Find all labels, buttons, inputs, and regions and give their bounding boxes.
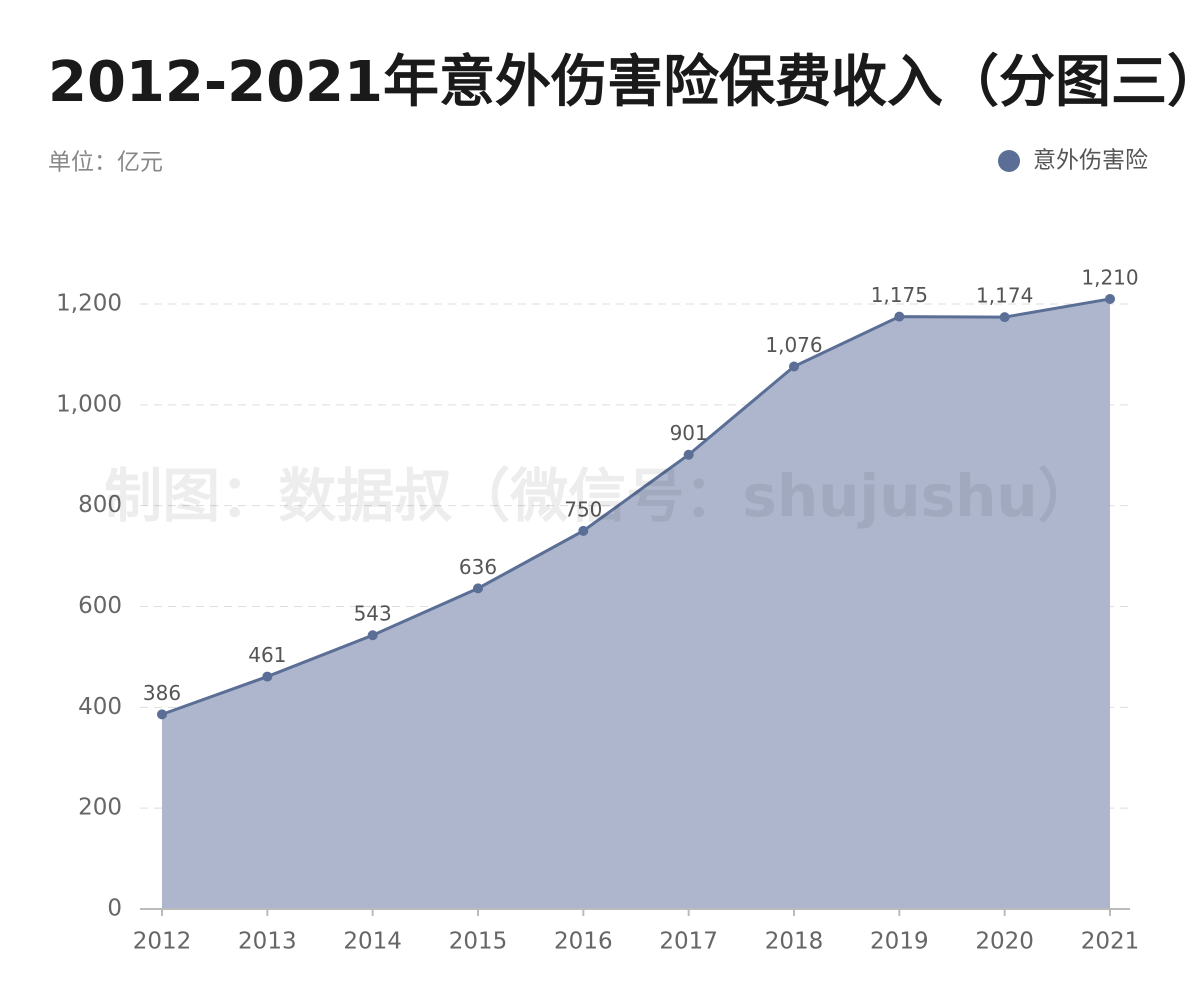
data-label: 1,076 bbox=[765, 333, 822, 357]
y-tick-label: 200 bbox=[78, 795, 122, 821]
chart-title: 2012-2021年意外伤害险保费收入（分图三） bbox=[48, 50, 1200, 115]
line bbox=[161, 297, 1111, 716]
y-tick-label: 400 bbox=[78, 694, 122, 720]
data-label: 901 bbox=[670, 421, 708, 445]
data-label: 1,174 bbox=[976, 284, 1033, 308]
data-point bbox=[473, 583, 483, 594]
data-point bbox=[578, 525, 589, 536]
data-point bbox=[683, 449, 694, 460]
x-tick-label: 2013 bbox=[238, 929, 297, 955]
data-label: 750 bbox=[564, 497, 602, 521]
legend-marker bbox=[998, 150, 1020, 172]
y-tick-label: 0 bbox=[107, 896, 122, 922]
data-label: 636 bbox=[459, 555, 497, 579]
data-point bbox=[999, 312, 1010, 323]
data-point bbox=[789, 361, 799, 372]
watermark: 制图：数据叔（微信号：shujushu） bbox=[104, 462, 1095, 530]
legend-label: 意外伤害险 bbox=[1033, 148, 1148, 174]
x-tick-label: 2018 bbox=[765, 929, 824, 955]
x-tick-label: 2016 bbox=[554, 929, 613, 955]
data-label: 1,175 bbox=[871, 283, 928, 307]
y-tick-label: 600 bbox=[78, 593, 122, 619]
x-tick-label: 2019 bbox=[870, 929, 929, 955]
area bbox=[162, 298, 1110, 909]
unit-label: 单位：亿元 bbox=[48, 150, 163, 176]
data-point bbox=[262, 671, 273, 682]
data-point bbox=[894, 311, 905, 322]
data-label: 543 bbox=[354, 602, 392, 626]
data-point bbox=[157, 709, 167, 720]
data-point bbox=[367, 630, 378, 641]
x-tick-label: 2012 bbox=[133, 929, 192, 955]
x-tick-label: 2021 bbox=[1081, 929, 1140, 955]
y-tick-label: 1,200 bbox=[56, 291, 122, 317]
x-tick-label: 2020 bbox=[975, 929, 1034, 955]
data-label: 386 bbox=[143, 681, 181, 705]
y-tick-label: 1,000 bbox=[56, 391, 122, 417]
x-tick-label: 2015 bbox=[449, 929, 508, 955]
data-label: 1,210 bbox=[1081, 265, 1138, 289]
y-tick-label: 800 bbox=[78, 492, 122, 518]
data-label: 461 bbox=[248, 643, 286, 667]
data-point bbox=[1105, 293, 1115, 304]
x-tick-label: 2017 bbox=[659, 929, 718, 955]
plot: 0 200 400 600 800 1,000 1,200 386 461 543 636 750 90… bbox=[56, 265, 1139, 954]
x-tick-label: 2014 bbox=[343, 929, 402, 955]
